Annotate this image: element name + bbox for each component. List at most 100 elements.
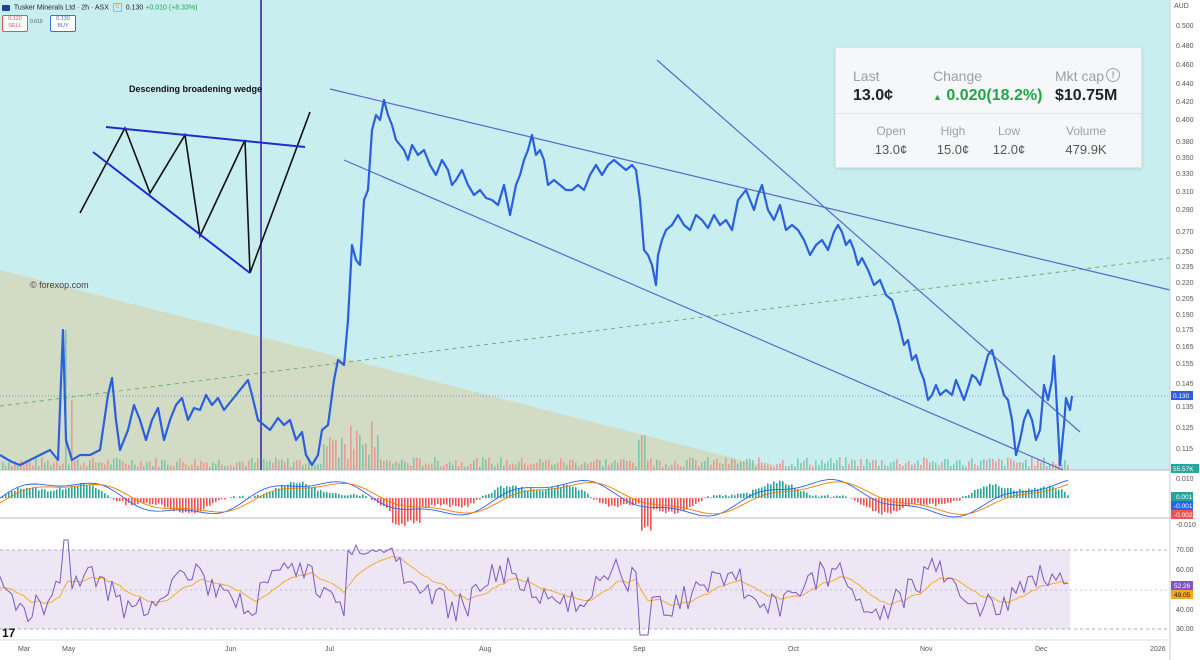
volume-bar (734, 459, 736, 470)
volume-bar (56, 461, 58, 470)
volume-bar (335, 439, 337, 470)
rsi-ma-line (0, 556, 1069, 607)
volume-bar (437, 460, 439, 470)
macd-bar (971, 492, 973, 498)
volume-bar (287, 458, 289, 470)
macd-bar (578, 490, 580, 498)
macd-bar (272, 491, 274, 498)
macd-bar (293, 482, 295, 498)
macd-bar (725, 494, 727, 498)
macd-bar (302, 481, 304, 498)
macd-bar (1058, 489, 1060, 498)
time-label: Nov (920, 646, 933, 653)
symbol-title[interactable]: Tusker Minerals Ltd · 2h · ASX D 0.130 +… (2, 3, 197, 12)
volume-bar (44, 462, 46, 470)
rsi-ma-tag (1171, 590, 1193, 599)
volume-bar (458, 466, 460, 470)
macd-bar (719, 494, 721, 498)
volume-bar (1037, 459, 1039, 470)
volume-bar (254, 462, 256, 470)
time-label: Oct (788, 646, 799, 653)
macd-bar (194, 498, 196, 514)
volume-bar (89, 460, 91, 470)
macd-bar (95, 488, 97, 498)
macd-bar (704, 497, 706, 498)
volume-bar (752, 460, 754, 470)
volume-bar (146, 462, 148, 470)
macd-bar (419, 498, 421, 523)
macd-bar (503, 487, 505, 498)
volume-bar (683, 466, 685, 470)
macd-bar (587, 493, 589, 498)
macd-bar (1013, 490, 1015, 498)
volume-bar (836, 459, 838, 470)
macd-bar (218, 498, 220, 501)
buy-button[interactable]: 0.130 BUY (50, 15, 76, 32)
volume-bar (50, 465, 52, 470)
macd-bar (356, 495, 358, 498)
current-price-tag-text: 0.130 (1173, 393, 1190, 400)
macd-bar (668, 498, 670, 512)
volume-bar (746, 458, 748, 470)
volume-bar (275, 457, 277, 470)
macd-bar (143, 498, 145, 503)
card-divider (836, 113, 1141, 114)
sell-button[interactable]: 0.120 SELL (2, 15, 28, 32)
volume-bar (896, 459, 898, 470)
volume-bar (863, 465, 865, 470)
macd-bar (872, 498, 874, 512)
volume-bar (473, 460, 475, 470)
macd-signal-tag (1171, 510, 1193, 519)
volume-bar (434, 457, 436, 470)
macd-bar (857, 498, 859, 503)
macd-bar (482, 495, 484, 498)
macd-bar (431, 498, 433, 505)
volume-bar (608, 464, 610, 470)
volume-bar (356, 430, 358, 470)
macd-bar (974, 489, 976, 498)
volume-bar (329, 437, 331, 470)
rsi-tag-text: 52.26 (1174, 583, 1191, 590)
volume-bar (743, 461, 745, 470)
volume-bar (8, 462, 10, 470)
volume-bar (587, 463, 589, 470)
volume-bar (152, 465, 154, 470)
volume-bar (257, 458, 259, 470)
macd-bar (881, 498, 883, 515)
volume-bar (605, 459, 607, 470)
macd-bar (125, 498, 127, 505)
volume-bar (161, 459, 163, 470)
macd-bar (590, 497, 592, 498)
macd-bar (797, 489, 799, 498)
tradingview-logo[interactable]: 17 (2, 626, 16, 640)
volume-bar (995, 461, 997, 470)
volume-bar (947, 459, 949, 470)
macd-bar (935, 498, 937, 507)
macd-bar (98, 489, 100, 498)
volume-bar (398, 463, 400, 470)
volume-bar (794, 466, 796, 470)
volume-bar (464, 466, 466, 470)
volume-bar (443, 465, 445, 470)
volume-tag (1171, 464, 1199, 473)
macd-bar (53, 490, 55, 498)
macd-bar (116, 498, 118, 502)
volume-bar (86, 466, 88, 470)
macd-bar (635, 498, 637, 505)
volume-bar (617, 462, 619, 470)
volume-bar (548, 459, 550, 470)
macd-bar (1049, 485, 1051, 498)
volume-bar (212, 462, 214, 470)
macd-bar (209, 498, 211, 506)
macd-bar (83, 483, 85, 498)
macd-bar (479, 498, 481, 500)
volume-bar (626, 461, 628, 470)
macd-bar (365, 496, 367, 498)
volume-bar (659, 460, 661, 470)
shaded-triangle-region (0, 270, 780, 470)
macd-bar (728, 496, 730, 498)
info-icon[interactable]: ! (1106, 68, 1121, 82)
volume-bar (1049, 464, 1051, 470)
volume-bar (383, 461, 385, 470)
macd-bar (683, 498, 685, 512)
